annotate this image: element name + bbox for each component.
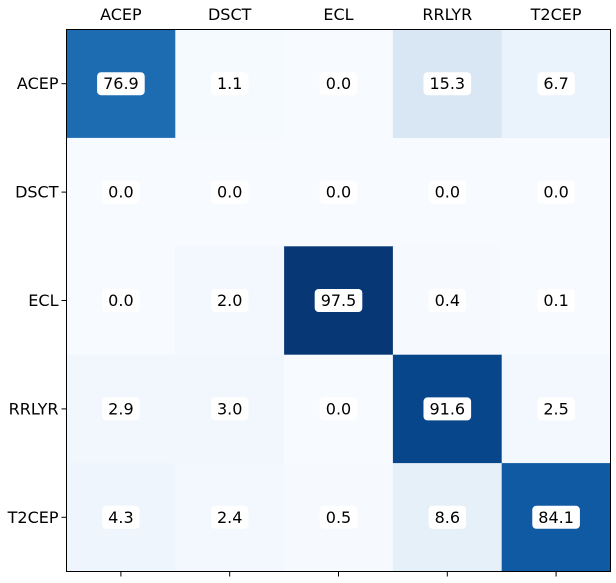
- cell-value-label: 0.0: [326, 183, 351, 202]
- y-tick-label-t2cep: T2CEP: [7, 508, 59, 527]
- y-tick-label-ecl: ECL: [28, 291, 58, 310]
- cell-label-box: [319, 72, 358, 96]
- heatmap-cells: [66, 29, 611, 572]
- cell-label-box: [102, 505, 140, 529]
- x-tick-label-t2cep: T2CEP: [530, 5, 582, 24]
- cell-label-box: [537, 397, 575, 421]
- x-tick-label-acep: ACEP: [100, 5, 142, 24]
- cell-label-box: [314, 289, 363, 312]
- cell-value-label: 2.9: [108, 399, 133, 418]
- cell-label-box: [428, 180, 467, 204]
- y-tick-label-rrlyr: RRLYR: [9, 399, 59, 418]
- cell-value-label: 0.0: [326, 399, 351, 418]
- cell-value-label: 1.1: [217, 74, 242, 93]
- cell-value-label: 0.0: [108, 291, 133, 310]
- cell-label-box: [537, 289, 575, 312]
- cell-value-label: 76.9: [103, 74, 139, 93]
- cell-label-box: [537, 180, 575, 204]
- x-tick-label-rrlyr: RRLYR: [422, 5, 472, 24]
- y-axis-ticks: ACEP DSCT ECL RRLYR T2CEP: [7, 74, 67, 527]
- x-tick-label-ecl: ECL: [323, 5, 353, 24]
- cell-label-box: [210, 289, 249, 312]
- cell-value-label: 0.1: [543, 291, 568, 310]
- cell-value-label: 4.3: [108, 508, 133, 527]
- cell-label-box: [537, 72, 575, 96]
- x-axis-ticks: ACEP DSCT ECL RRLYR T2CEP: [100, 5, 582, 577]
- x-tick-label-dsct: DSCT: [208, 5, 252, 24]
- cell-label-box: [423, 72, 472, 96]
- cell-value-label: 84.1: [538, 508, 574, 527]
- cell-label-box: [428, 505, 467, 529]
- cell-label-box: [210, 397, 249, 421]
- cell-value-label: 2.0: [217, 291, 242, 310]
- cell-value-label: 0.4: [435, 291, 460, 310]
- cell-label-box: [102, 397, 140, 421]
- heatmap-cell-labels: 76.9 1.1 0.0 15.3 6.7 0.0 0.0 0.0 0.0 0.0 0.0 2.0 97…: [97, 72, 580, 529]
- cell-value-label: 0.0: [543, 183, 568, 202]
- cell-value-label: 2.5: [543, 399, 568, 418]
- cell-value-label: 0.0: [435, 183, 460, 202]
- cell-label-box: [102, 180, 140, 204]
- cell-label-box: [423, 397, 472, 421]
- cell-value-label: 91.6: [429, 399, 465, 418]
- cell-value-label: 0.0: [326, 74, 351, 93]
- cell-label-box: [319, 180, 358, 204]
- cell-value-label: 8.6: [435, 508, 460, 527]
- cell-label-box: [97, 72, 145, 96]
- cell-label-box: [532, 505, 580, 529]
- y-tick-label-dsct: DSCT: [15, 183, 59, 202]
- cell-value-label: 15.3: [429, 74, 465, 93]
- cell-label-box: [319, 505, 358, 529]
- cell-value-label: 0.5: [326, 508, 351, 527]
- cell-label-box: [210, 180, 249, 204]
- cell-label-box: [319, 397, 358, 421]
- cell-value-label: 0.0: [108, 183, 133, 202]
- cell-value-label: 97.5: [321, 291, 357, 310]
- cell-value-label: 0.0: [217, 183, 242, 202]
- cell-value-label: 2.4: [217, 508, 242, 527]
- y-tick-label-acep: ACEP: [17, 74, 59, 93]
- cell-value-label: 3.0: [217, 399, 242, 418]
- cell-label-box: [102, 289, 140, 312]
- cell-value-label: 6.7: [543, 74, 568, 93]
- cell-label-box: [210, 505, 249, 529]
- cell-label-box: [428, 289, 467, 312]
- cell-label-box: [210, 72, 249, 96]
